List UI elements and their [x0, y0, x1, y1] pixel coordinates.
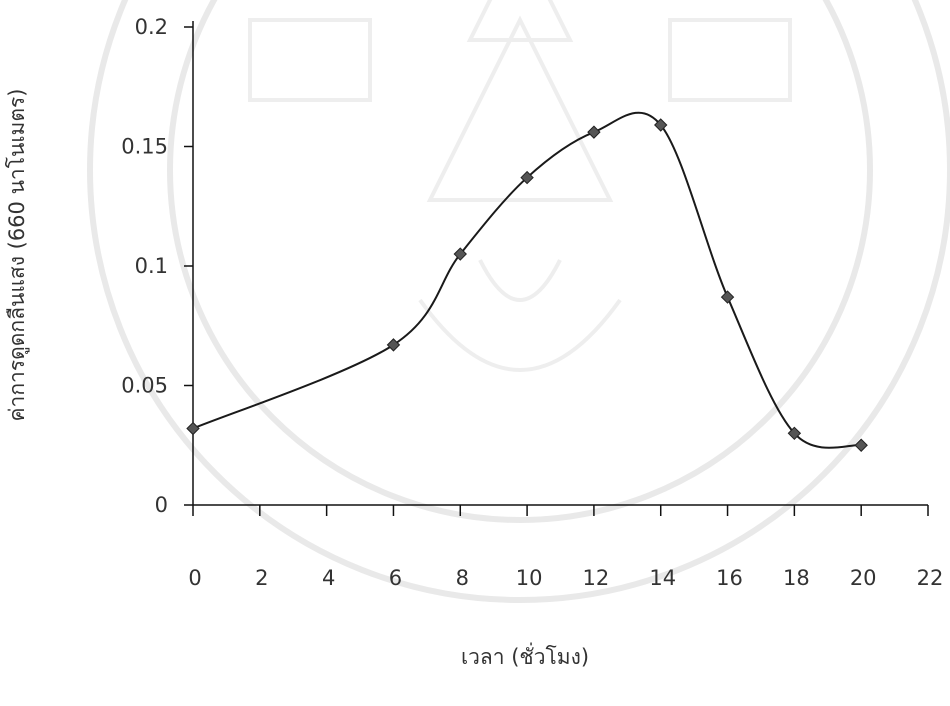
y-tick-label: 0.05	[121, 374, 168, 398]
data-point	[186, 421, 200, 436]
x-tick-label: 4	[322, 566, 335, 590]
data-point	[453, 247, 467, 261]
y-tick-label: 0.1	[135, 254, 168, 278]
series-group	[186, 111, 868, 452]
axes	[192, 21, 928, 506]
data-point	[520, 170, 534, 185]
x-tick-label: 20	[850, 566, 877, 590]
data-point	[854, 438, 868, 452]
data-point	[654, 118, 668, 132]
x-ticks: 0 2 4 6 8 10 12 14 16 18 20 22	[188, 505, 943, 590]
data-point	[386, 338, 401, 352]
y-tick-label: 0.15	[121, 135, 168, 159]
x-tick-label: 8	[456, 566, 469, 590]
x-tick-label: 16	[716, 566, 743, 590]
x-axis-title: เวลา (ชั่วโมง)	[461, 642, 589, 669]
x-tick-label: 12	[583, 566, 610, 590]
data-point	[720, 290, 735, 304]
y-ticks: 0 0.05 0.1 0.15 0.2	[121, 15, 193, 517]
series-line	[192, 111, 862, 449]
data-point	[587, 125, 601, 139]
x-tick-label: 2	[255, 566, 268, 590]
y-tick-label: 0.2	[135, 15, 168, 39]
x-tick-label: 6	[389, 566, 402, 590]
x-tick-label: 14	[649, 566, 676, 590]
x-tick-label: 18	[783, 566, 810, 590]
data-point	[787, 426, 802, 441]
x-tick-label: 22	[917, 566, 944, 590]
x-tick-label: 0	[188, 566, 201, 590]
y-tick-label: 0	[155, 493, 168, 517]
y-axis-title: ค่าการดูดกลืนแสง (660 นาโนเมตร)	[5, 89, 30, 422]
x-tick-label: 10	[516, 566, 543, 590]
